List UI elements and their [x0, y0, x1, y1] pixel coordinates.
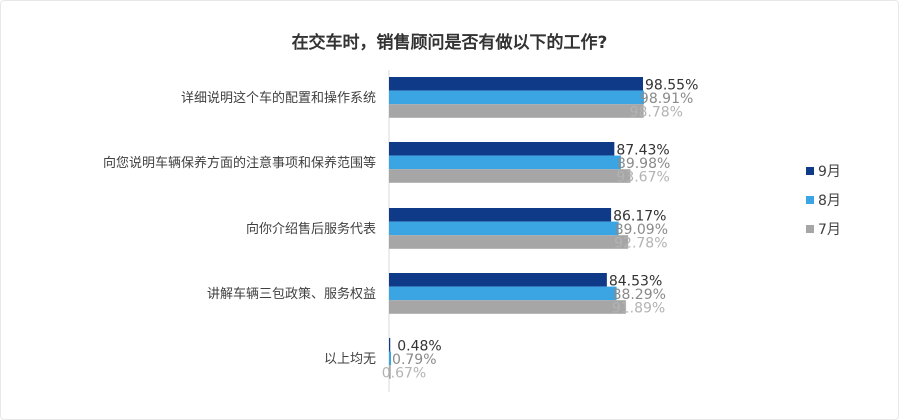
- category-label: 详细说明这个车的配置和操作系统: [181, 90, 376, 106]
- bar-8月: [389, 155, 621, 170]
- bar-9月: [389, 338, 391, 352]
- bar-7月: [389, 235, 629, 249]
- bar-7月: [389, 300, 626, 314]
- bar-9月: [389, 77, 643, 91]
- legend-swatch-7月: [806, 225, 814, 233]
- data-label: 89.98%: [617, 156, 670, 172]
- chart-title: 在交车时，销售顾问是否有做以下的工作?: [291, 33, 608, 53]
- bar-8月: [389, 351, 392, 366]
- legend-swatch-9月: [806, 167, 814, 175]
- bar-9月: [389, 142, 615, 156]
- data-label: 91.89%: [612, 301, 665, 317]
- data-label: 0.67%: [382, 366, 426, 382]
- legend-swatch-8月: [806, 196, 814, 204]
- bar-9月: [389, 208, 612, 222]
- data-label: 98.91%: [640, 91, 693, 107]
- data-label: 89.09%: [615, 222, 668, 238]
- legend-label: 8月: [818, 193, 841, 209]
- data-label: 87.43%: [616, 143, 669, 159]
- data-label: 93.67%: [616, 170, 669, 186]
- legend-label: 9月: [818, 164, 841, 180]
- legend-label: 7月: [818, 222, 841, 238]
- bar-7月: [389, 104, 644, 118]
- category-label: 向您说明车辆保养方面的注意事项和保养范围等: [103, 155, 376, 171]
- bar-8月: [389, 90, 644, 105]
- bar-8月: [389, 286, 617, 301]
- bar-7月: [389, 169, 631, 183]
- category-label: 讲解车辆三包政策、服务权益: [207, 286, 376, 302]
- category-label: 以上均无: [324, 352, 376, 367]
- data-label: 84.53%: [609, 274, 662, 290]
- data-label: 92.78%: [614, 236, 667, 252]
- data-label: 98.78%: [630, 105, 683, 121]
- data-label: 86.17%: [613, 209, 666, 225]
- data-label: 0.48%: [397, 339, 441, 355]
- category-label: 向你介绍售后服务代表: [246, 221, 376, 237]
- bar-7月: [389, 365, 391, 379]
- bar-9月: [389, 273, 607, 287]
- data-label: 0.79%: [392, 352, 436, 368]
- data-label: 98.55%: [645, 78, 698, 94]
- data-label: 88.29%: [613, 287, 666, 303]
- bar-8月: [389, 221, 619, 236]
